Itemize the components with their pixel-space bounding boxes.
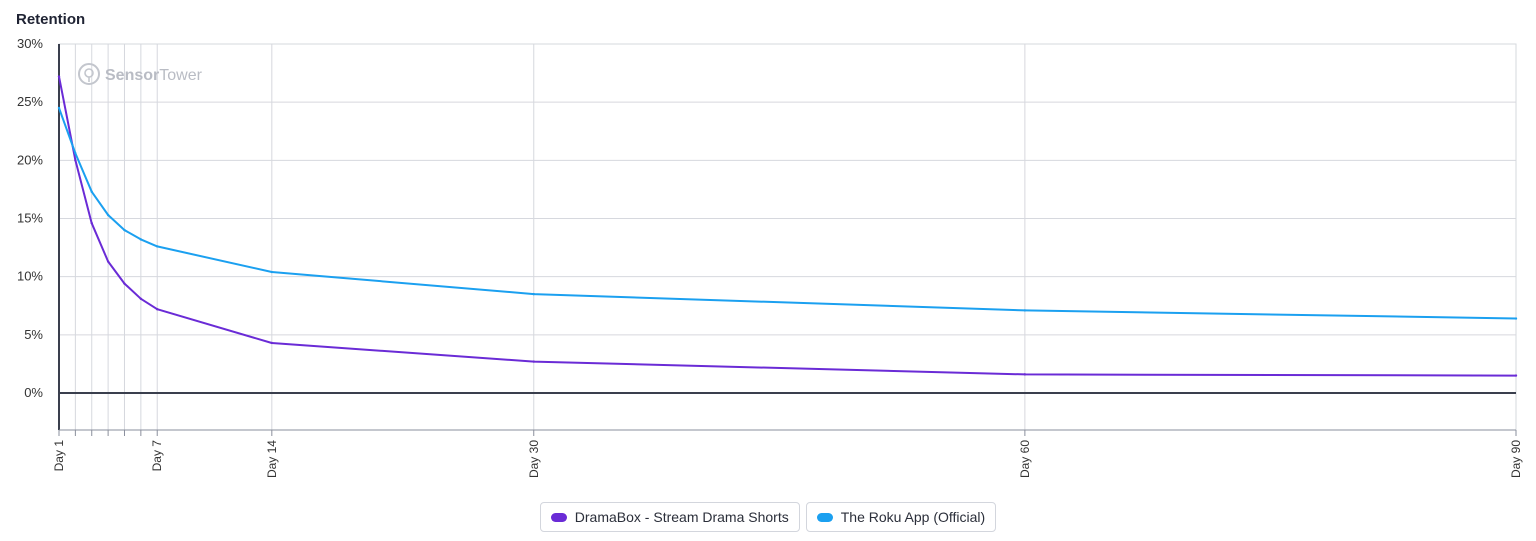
x-tick-label: Day 7 — [150, 440, 164, 472]
data-point-roku — [57, 106, 61, 110]
series-line-dramabox — [58, 75, 1517, 377]
y-tick-label: 15% — [17, 211, 43, 226]
data-point-dramabox — [532, 360, 535, 363]
data-point-roku — [1023, 309, 1027, 312]
data-point-roku — [139, 238, 143, 241]
legend-swatch-dramabox — [550, 512, 567, 522]
x-tick-label: Day 1 — [52, 440, 66, 472]
data-point-roku — [74, 152, 77, 155]
series-line-roku — [58, 107, 1517, 320]
data-point-roku — [106, 213, 110, 217]
data-point-dramabox — [74, 159, 77, 162]
data-point-roku — [1514, 317, 1518, 320]
data-point-dramabox — [270, 341, 274, 345]
y-tick-label: 5% — [24, 327, 43, 342]
chart-legend: DramaBox - Stream Drama Shorts The Roku … — [0, 502, 1536, 532]
data-point-roku — [90, 190, 93, 193]
chart-title: Retention — [16, 11, 86, 28]
data-point-roku — [532, 292, 535, 296]
sensor-tower-watermark: SensorTower — [78, 63, 203, 85]
retention-line-chart: 0% 5% 10% 15% 20% 25% 30% Day 1 Day 7 Day 14 Day 3… — [17, 36, 1523, 478]
legend-swatch-roku — [816, 512, 833, 522]
x-tick-label: Day 90 — [1509, 440, 1523, 478]
data-point-dramabox — [90, 221, 93, 225]
y-tick-label: 25% — [17, 94, 43, 109]
legend-label-dramabox: DramaBox - Stream Drama Shorts — [574, 509, 789, 525]
data-point-roku — [270, 270, 274, 274]
data-point-dramabox — [1023, 373, 1027, 376]
data-point-roku — [156, 245, 159, 248]
x-tick-label: Day 14 — [265, 440, 279, 478]
legend-label-roku: The Roku App (Official) — [840, 509, 986, 525]
sensor-tower-logo-icon — [78, 63, 100, 85]
data-point-dramabox — [57, 75, 61, 78]
legend-item-dramabox[interactable]: DramaBox - Stream Drama Shorts — [539, 502, 800, 532]
y-tick-label: 20% — [17, 152, 43, 167]
y-tick-label: 10% — [17, 269, 43, 284]
y-tick-label: 30% — [17, 36, 43, 51]
data-point-dramabox — [1514, 374, 1518, 377]
data-point-dramabox — [106, 260, 110, 263]
x-tick-label: Day 30 — [527, 440, 541, 478]
x-tick-label: Day 60 — [1018, 440, 1032, 478]
watermark-text: SensorTower — [105, 67, 203, 84]
y-tick-label: 0% — [24, 385, 43, 400]
data-point-dramabox — [139, 297, 143, 300]
data-point-dramabox — [123, 282, 126, 285]
legend-item-roku[interactable]: The Roku App (Official) — [805, 502, 997, 532]
data-point-roku — [123, 228, 126, 232]
data-point-dramabox — [156, 308, 159, 311]
